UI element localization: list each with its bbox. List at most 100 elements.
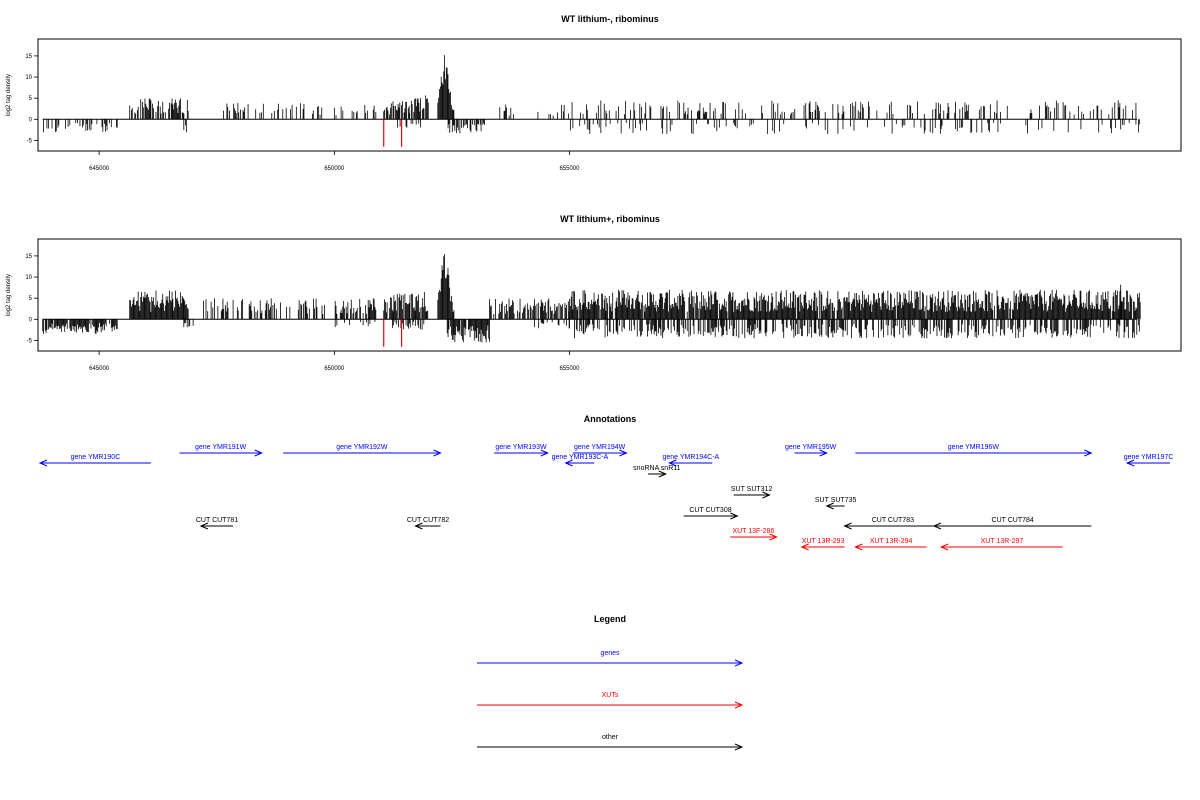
feature-xut-13r-297: XUT 13R-297 [939, 538, 1063, 551]
feature-label: SUT SUT735 [815, 497, 857, 504]
y-tick-label: 15 [25, 254, 32, 260]
y-tick-label: 10 [25, 75, 32, 81]
y-tick-label: 15 [25, 54, 32, 60]
y-tick-label: 5 [29, 96, 33, 102]
feature-gene-ymr193w: gene YMR193W [494, 444, 550, 457]
legend-label: XUTs [602, 692, 619, 699]
arrow-head [1125, 459, 1135, 467]
legend-items: genes XUTs other [477, 650, 744, 751]
feature-xut-13r-293: XUT 13R-293 [800, 538, 845, 551]
arrow-head [540, 449, 550, 457]
feature-label: gene YMR195W [785, 444, 837, 451]
x-tick-label: 650000 [324, 166, 345, 172]
feature-gene-ymr190c: gene YMR190C [38, 454, 151, 467]
feature-sut-sut735: SUT SUT735 [815, 497, 857, 510]
legend-item-genes: genes [477, 650, 744, 667]
feature-gene-ymr194w: gene YMR194W [572, 444, 628, 457]
feature-label: gene YMR190C [71, 454, 121, 461]
arrow-head [762, 491, 771, 499]
feature-label: SUT SUT312 [731, 486, 773, 493]
legend-arrow [734, 659, 744, 667]
profile-bars [42, 253, 1141, 347]
x-tick-label: 655000 [560, 366, 581, 372]
arrow-head [730, 512, 739, 520]
legend-title: Legend [594, 614, 626, 624]
arrow-head [619, 449, 628, 457]
arrow-head [254, 449, 263, 457]
feature-cut-cut782: CUT CUT782 [407, 517, 449, 530]
arrow-head [564, 459, 573, 467]
feature-label: CUT CUT783 [872, 517, 914, 524]
y-axis-label: log2 tag density [6, 274, 12, 316]
legend-label: other [602, 734, 619, 741]
feature-xut-13f-286: XUT 13F-286 [730, 528, 778, 541]
arrow-head [38, 459, 48, 467]
feature-label: gene YMR192W [336, 444, 388, 451]
feature-cut-cut783: CUT CUT783 [843, 517, 942, 530]
feature-label: XUT 13R-293 [802, 538, 845, 545]
feature-label: gene YMR194W [574, 444, 626, 451]
feature-gene-ymr192w: gene YMR192W [283, 444, 442, 457]
track-title: WT lithium-, ribominus [561, 14, 659, 24]
track-panel-lithium-plus: WT lithium+, ribominus log2 tag density … [6, 214, 1182, 372]
feature-label: gene YMR194C-A [662, 454, 719, 461]
feature-snorna-snr11: snoRNA snR11 [633, 465, 681, 478]
x-tick-label: 645000 [89, 166, 110, 172]
legend-item-other: other [477, 734, 744, 751]
axes: -5 0 5 10 15 645000 650000 655000 [25, 54, 580, 172]
feature-label: CUT CUT784 [992, 517, 1034, 524]
annotation-features: gene YMR190C gene YMR191W gene YMR192W gene… [38, 444, 1174, 551]
y-tick-label: 10 [25, 275, 32, 281]
y-tick-label: 0 [29, 117, 33, 123]
feature-gene-ymr196w: gene YMR196W [855, 444, 1093, 457]
arrow-head [854, 543, 863, 551]
feature-label: CUT CUT308 [689, 507, 731, 514]
feature-gene-ymr197c: gene YMR197C [1124, 454, 1174, 467]
feature-cut-cut784: CUT CUT784 [932, 517, 1092, 530]
arrow-head [843, 522, 852, 530]
y-tick-label: -5 [27, 138, 33, 144]
y-axis-label: log2 tag density [6, 74, 12, 116]
arrow-head [668, 459, 677, 467]
feature-gene-ymr194c-a: gene YMR194C-A [662, 454, 719, 467]
feature-label: snoRNA snR11 [633, 465, 680, 472]
arrow-head [819, 449, 828, 457]
legend-arrow [734, 743, 744, 751]
arrow-head [658, 470, 668, 478]
feature-cut-cut781: CUT CUT781 [196, 517, 238, 530]
feature-gene-ymr193c-a: gene YMR193C-A [552, 454, 609, 467]
feature-label: gene YMR196W [948, 444, 1000, 451]
feature-label: gene YMR191W [195, 444, 247, 451]
axes: -5 0 5 10 15 645000 650000 655000 [25, 254, 580, 372]
feature-cut-cut308: CUT CUT308 [683, 507, 739, 520]
profile-bars [42, 55, 1140, 147]
feature-label: XUT 13R-294 [870, 538, 913, 545]
arrow-head [414, 522, 423, 530]
feature-xut-13r-294: XUT 13R-294 [854, 538, 927, 551]
arrow-head [433, 449, 442, 457]
feature-label: gene YMR193W [495, 444, 547, 451]
y-tick-label: 5 [29, 296, 33, 302]
arrow-head [1084, 449, 1093, 457]
feature-label: gene YMR193C-A [552, 454, 609, 461]
arrow-head [932, 522, 942, 530]
arrow-head [939, 543, 949, 551]
x-tick-label: 655000 [560, 166, 581, 172]
feature-label: gene YMR197C [1124, 454, 1174, 461]
feature-label: XUT 13F-286 [732, 528, 774, 535]
x-tick-label: 645000 [89, 366, 110, 372]
arrow-head [800, 543, 809, 551]
plot-frame [37, 238, 1182, 352]
feature-sut-sut312: SUT SUT312 [731, 486, 773, 499]
track-panel-lithium-minus: WT lithium-, ribominus log2 tag density … [6, 14, 1182, 172]
arrow-head [769, 533, 778, 541]
y-tick-label: -5 [27, 338, 33, 344]
track-title: WT lithium+, ribominus [560, 214, 660, 224]
feature-gene-ymr191w: gene YMR191W [179, 444, 263, 457]
legend-arrow [734, 701, 744, 709]
feature-label: CUT CUT782 [407, 517, 449, 524]
legend-label: genes [600, 650, 620, 657]
y-tick-label: 0 [29, 317, 33, 323]
